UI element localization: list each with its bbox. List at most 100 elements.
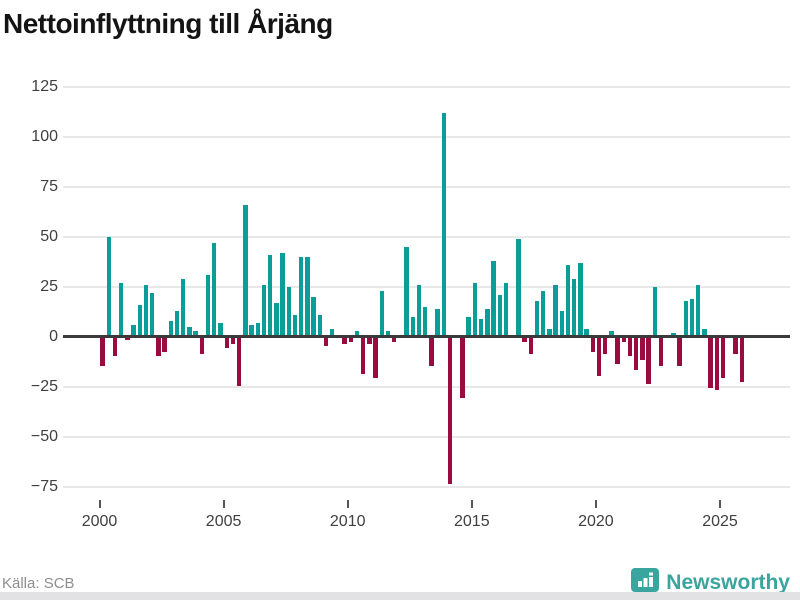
bar[interactable] — [441, 113, 447, 335]
bar[interactable] — [255, 323, 260, 335]
bar[interactable] — [447, 338, 453, 484]
bar[interactable] — [590, 338, 595, 352]
bar[interactable] — [243, 205, 248, 335]
bar[interactable] — [497, 295, 502, 335]
bar[interactable] — [683, 301, 689, 335]
bar[interactable] — [137, 305, 143, 335]
bar[interactable] — [410, 317, 416, 335]
bar[interactable] — [528, 338, 533, 354]
bar[interactable] — [199, 338, 205, 354]
bar[interactable] — [571, 279, 577, 335]
bar[interactable] — [578, 263, 583, 335]
bar[interactable] — [540, 291, 546, 335]
bar[interactable] — [652, 287, 658, 335]
bar[interactable] — [553, 285, 558, 335]
bar[interactable] — [100, 338, 105, 366]
bar[interactable] — [212, 243, 217, 335]
bar[interactable] — [354, 331, 360, 335]
bar[interactable] — [205, 275, 211, 335]
bar[interactable] — [342, 338, 347, 344]
bar[interactable] — [218, 323, 223, 335]
bar[interactable] — [491, 261, 496, 335]
bar[interactable] — [634, 338, 639, 370]
bar[interactable] — [534, 301, 540, 335]
bar[interactable] — [112, 338, 118, 356]
bar[interactable] — [596, 338, 602, 376]
bar[interactable] — [429, 338, 434, 366]
newsworthy-logo[interactable]: Newsworthy — [631, 568, 790, 598]
bar[interactable] — [267, 255, 273, 335]
bar[interactable] — [720, 338, 726, 378]
bar[interactable] — [559, 311, 564, 335]
bar[interactable] — [416, 285, 422, 335]
bar[interactable] — [671, 333, 676, 335]
bar[interactable] — [584, 329, 589, 335]
bar[interactable] — [733, 338, 738, 354]
bar[interactable] — [677, 338, 682, 366]
bar[interactable] — [609, 331, 614, 335]
bar[interactable] — [621, 338, 626, 342]
bar[interactable] — [702, 329, 707, 335]
bar[interactable] — [714, 338, 720, 390]
bar[interactable] — [404, 247, 409, 335]
bar[interactable] — [379, 291, 385, 335]
bar[interactable] — [516, 239, 521, 335]
bar[interactable] — [150, 293, 155, 335]
bar[interactable] — [460, 338, 465, 398]
bar[interactable] — [472, 283, 478, 335]
bar[interactable] — [485, 309, 490, 335]
bar[interactable] — [708, 338, 713, 388]
bar[interactable] — [689, 299, 695, 335]
bar[interactable] — [125, 338, 130, 340]
bar[interactable] — [522, 338, 527, 342]
bar[interactable] — [739, 338, 744, 382]
bar[interactable] — [373, 338, 378, 378]
bar[interactable] — [547, 329, 552, 335]
bar[interactable] — [174, 311, 180, 335]
bar[interactable] — [323, 338, 329, 346]
bar[interactable] — [230, 338, 236, 344]
bar[interactable] — [329, 329, 335, 335]
bar[interactable] — [603, 338, 608, 354]
bar[interactable] — [317, 315, 322, 335]
bar[interactable] — [224, 338, 229, 348]
bar[interactable] — [286, 287, 291, 335]
bar[interactable] — [280, 253, 285, 335]
bar-chart: 125 100 75 50 25 0 −25 −50 −75 2000 2005 2010 2015 20… — [31, 78, 790, 530]
bar[interactable] — [478, 319, 484, 335]
bar[interactable] — [361, 338, 366, 374]
bar[interactable] — [193, 331, 198, 335]
bar[interactable] — [298, 257, 304, 335]
bar[interactable] — [236, 338, 242, 386]
bar[interactable] — [274, 303, 279, 335]
bar[interactable] — [658, 338, 664, 366]
bar[interactable] — [106, 237, 111, 335]
bar[interactable] — [423, 307, 428, 335]
bar[interactable] — [261, 285, 267, 335]
bar[interactable] — [348, 338, 353, 342]
bar[interactable] — [249, 325, 254, 335]
bar[interactable] — [615, 338, 620, 364]
bar[interactable] — [181, 279, 186, 335]
bar[interactable] — [435, 309, 440, 335]
bar[interactable] — [162, 338, 167, 352]
bar[interactable] — [367, 338, 372, 344]
bar[interactable] — [646, 338, 651, 384]
bar[interactable] — [131, 325, 136, 335]
bar[interactable] — [696, 285, 701, 335]
bar[interactable] — [503, 283, 509, 335]
bar[interactable] — [565, 265, 571, 335]
bar[interactable] — [640, 338, 645, 360]
bar[interactable] — [292, 315, 298, 335]
bar[interactable] — [311, 297, 316, 335]
bar[interactable] — [119, 283, 124, 335]
bar[interactable] — [627, 338, 633, 356]
bar[interactable] — [143, 285, 149, 335]
bar[interactable] — [156, 338, 161, 356]
bar[interactable] — [187, 327, 192, 335]
bar[interactable] — [168, 321, 174, 335]
bar[interactable] — [385, 331, 391, 335]
bar[interactable] — [466, 317, 471, 335]
bar[interactable] — [392, 338, 397, 342]
bar[interactable] — [305, 257, 310, 335]
